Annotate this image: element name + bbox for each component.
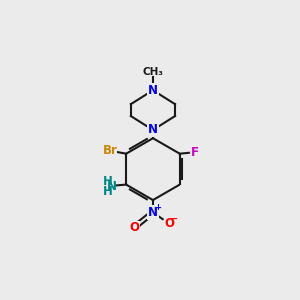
Text: +: +: [154, 202, 161, 211]
Text: N: N: [106, 180, 116, 193]
Text: H: H: [103, 175, 113, 188]
Text: CH₃: CH₃: [142, 67, 164, 77]
Text: N: N: [148, 124, 158, 136]
Text: H: H: [103, 184, 113, 198]
Text: −: −: [170, 214, 178, 224]
Text: O: O: [130, 221, 140, 234]
Text: Br: Br: [103, 144, 117, 157]
Text: F: F: [191, 146, 199, 159]
Text: N: N: [148, 206, 158, 219]
Text: O: O: [164, 217, 174, 230]
Text: N: N: [148, 84, 158, 97]
